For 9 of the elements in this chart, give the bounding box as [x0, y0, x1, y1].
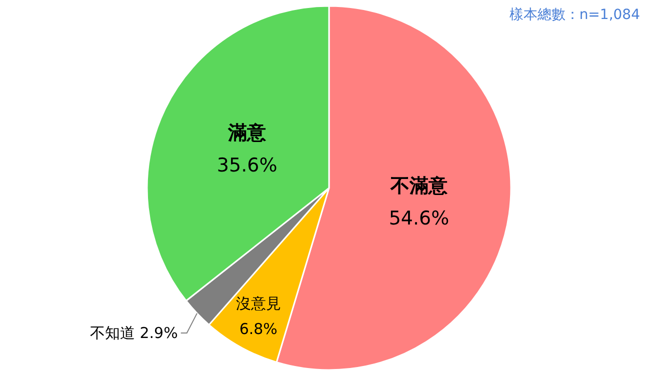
slice-label: 不滿意 — [390, 175, 449, 198]
slice-label: 滿意 — [227, 122, 268, 144]
data-label: 54.6% — [388, 207, 450, 230]
data-label: 6.8% — [239, 320, 278, 338]
slice-label: 沒意見 — [236, 294, 281, 312]
data-label: 35.6% — [216, 154, 278, 176]
text: 樣本總數：n=1,084 — [509, 6, 640, 24]
data-label: 2.9% — [140, 324, 178, 342]
slice-label: 不知道 — [90, 324, 135, 342]
